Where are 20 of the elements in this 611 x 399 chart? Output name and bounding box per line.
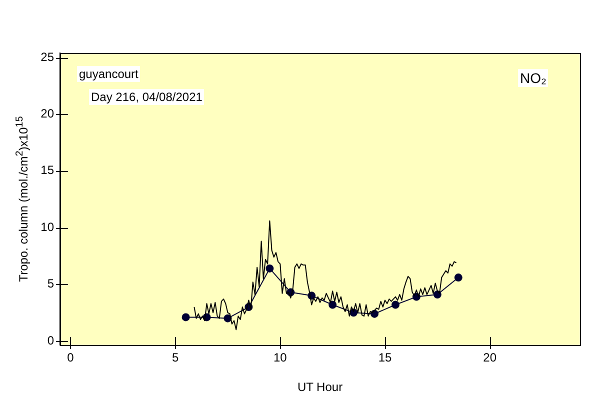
point (328, 300, 337, 309)
x-tick-label: 5 (172, 350, 179, 365)
point (266, 264, 274, 272)
x-tick-label: 10 (273, 350, 288, 365)
point (182, 313, 190, 322)
y-tick-label: 10 (40, 220, 54, 234)
x-tick-label: 20 (483, 350, 497, 365)
annotation: Day 216, 04/08/2021 (89, 89, 204, 105)
y-tick-label: 20 (40, 106, 54, 121)
point (391, 300, 400, 309)
annotation: guyancourt (77, 66, 140, 82)
y-tick-label: 25 (40, 50, 54, 64)
y-tick-label: 15 (40, 163, 54, 178)
x-tick-label: 0 (67, 350, 74, 365)
x-tick-label: 15 (378, 350, 392, 365)
x-axis-title: UT Hour (297, 380, 343, 394)
y-tick-label: 0 (47, 333, 54, 348)
annotation: NO₂ (518, 69, 548, 87)
point (454, 274, 462, 282)
y-tick-label: 5 (47, 276, 54, 291)
